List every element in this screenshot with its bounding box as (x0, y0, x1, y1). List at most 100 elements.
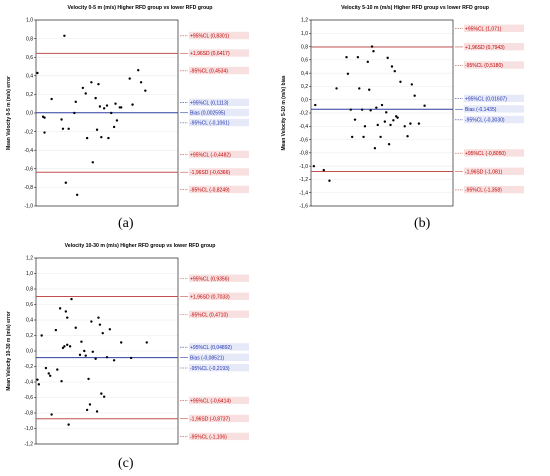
chart-velocity-10-30: Velocity 10-30 m (m/s) Higher RFD group … (6, 243, 249, 448)
data-point (56, 368, 59, 371)
data-point (363, 125, 367, 128)
data-point (372, 50, 375, 53)
y-tick-label: -0,2 (299, 111, 308, 117)
data-point (110, 111, 113, 115)
ref-line-label: +95%CL (0,04892) (190, 345, 232, 351)
y-tick-label: -0,6 (24, 395, 33, 401)
y-tick-label: 0,6 (26, 302, 33, 308)
data-point (145, 341, 148, 344)
y-tick-label: -0,6 (24, 167, 33, 173)
data-point (328, 179, 331, 182)
chart-title: Velocity 5-10 m (m/s) Higher RFD group v… (341, 5, 489, 11)
data-point (105, 104, 109, 107)
ref-line-label: +1,96SD (0,7943) (465, 45, 505, 51)
data-point (144, 89, 147, 92)
y-tick-label: 0,0 (301, 97, 308, 103)
data-point (88, 403, 92, 406)
data-point (94, 357, 97, 360)
data-point (70, 297, 73, 301)
y-tick-label: -0,2 (24, 129, 33, 135)
data-point (108, 328, 112, 331)
data-point (97, 82, 100, 86)
data-point (80, 340, 83, 343)
data-point (379, 135, 382, 139)
data-point (100, 135, 103, 139)
y-tick-label: -1,0 (299, 164, 308, 170)
y-tick-label: 0,6 (26, 55, 33, 61)
data-point (73, 111, 76, 115)
panel-label-c: (c) (118, 456, 134, 471)
ref-line-label: Bias (-0,1435) (465, 107, 497, 113)
ref-line-label: -1,96SD (-0,6366) (190, 170, 230, 176)
y-tick-label: 0,8 (301, 44, 308, 50)
y-tick-label: -0,8 (24, 411, 33, 417)
ref-label-bg (189, 343, 249, 351)
data-point (81, 86, 85, 90)
data-point (43, 131, 46, 134)
data-point (369, 109, 372, 112)
y-tick-label: -0,4 (299, 124, 308, 130)
data-point (84, 92, 87, 95)
data-point (345, 56, 348, 59)
y-tick-label: 0,2 (26, 333, 33, 339)
data-point (97, 316, 100, 319)
data-point (43, 116, 46, 119)
data-point (98, 105, 102, 108)
data-point (399, 80, 402, 83)
data-point (392, 119, 395, 122)
data-point (67, 423, 70, 426)
data-point (102, 107, 106, 110)
ref-label-bg (464, 24, 524, 32)
data-point (387, 143, 391, 146)
data-point (314, 103, 317, 107)
ref-line-label: +95%CL (-0,4482) (190, 152, 231, 158)
y-tick-label: -1,0 (24, 204, 33, 210)
ref-label-bg (189, 363, 249, 372)
ref-line-label: +1,96SD (0,6417) (190, 51, 230, 57)
data-point (58, 307, 62, 310)
y-tick-label: -1,6 (299, 204, 308, 210)
data-point (63, 345, 66, 348)
panel-label-a: (a) (118, 216, 134, 231)
ref-label-bg (189, 274, 249, 282)
data-point (380, 103, 384, 107)
ref-label-bg (189, 49, 249, 57)
data-point (85, 136, 89, 140)
y-tick-label: 0,0 (26, 111, 33, 117)
data-point (112, 359, 116, 362)
data-point (101, 331, 104, 335)
data-point (393, 69, 396, 73)
data-point (84, 354, 87, 357)
ref-label-bg (189, 98, 249, 107)
ref-label-bg (189, 118, 249, 127)
data-point (47, 372, 50, 375)
ref-label-bg (464, 61, 524, 69)
data-point (362, 135, 365, 139)
data-point (49, 374, 52, 377)
data-point (102, 395, 106, 398)
ref-line-label: -1,96SD (-0,8737) (190, 417, 230, 423)
ref-line-label: +95%CL (0,01607) (465, 96, 507, 102)
y-tick-label: -0,4 (24, 380, 33, 386)
data-point (312, 164, 316, 168)
y-tick-label: -0,8 (24, 185, 33, 191)
data-point (322, 168, 325, 172)
y-tick-label: -1,2 (24, 442, 33, 448)
chart-title: Velocity 10-30 m (m/s) Higher RFD group … (65, 243, 216, 249)
data-point (90, 320, 93, 323)
y-tick-label: -1,0 (24, 426, 33, 432)
data-point (83, 349, 86, 353)
data-point (64, 310, 68, 313)
data-point (74, 326, 77, 329)
ref-line-label: +95%CL (-0,6414) (190, 399, 231, 405)
ref-label-bg (189, 353, 249, 362)
ref-line-label: -95%CL (0,5180) (465, 63, 503, 69)
ref-label-bg (189, 292, 249, 300)
data-point (139, 81, 143, 84)
data-point (409, 122, 412, 125)
data-point (358, 87, 361, 90)
data-point (105, 356, 109, 359)
ref-line-label: +95%CL (0,8301) (190, 34, 229, 40)
ref-label-bg (464, 149, 524, 157)
